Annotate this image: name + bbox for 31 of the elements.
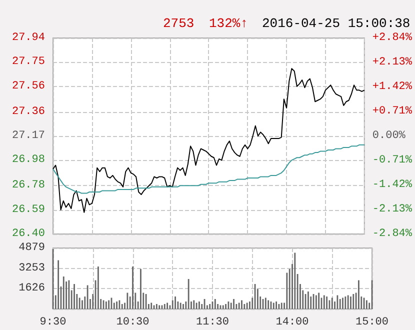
y2-tick-label: -1.42% [372, 179, 412, 191]
x-tick-label: 14:00 [276, 316, 309, 328]
line-series [52, 68, 365, 213]
y2-tick-label: +0.71% [372, 106, 412, 118]
y-tick-label: 27.36 [12, 106, 45, 118]
y2-tick-label: +2.13% [372, 56, 412, 68]
text: 132%↑ [209, 16, 248, 31]
x-tick-label: 9:30 [40, 316, 66, 328]
y-tick-label: 4879 [18, 242, 45, 254]
y-tick-label: 1626 [18, 282, 45, 295]
y-tick-label: 26.59 [12, 204, 45, 216]
y2-tick-label: +1.42% [372, 81, 412, 93]
y-tick-label: 26.78 [12, 180, 45, 192]
y2-tick-label: -2.13% [372, 204, 412, 216]
x-tick-label: 15:00 [355, 316, 389, 328]
y2-tick-label: -2.84% [372, 228, 412, 240]
y-tick-label: 3253 [18, 262, 45, 274]
y-tick-label: 26.98 [12, 154, 45, 166]
y-tick-label: 27.17 [12, 130, 45, 142]
line-series [52, 144, 365, 194]
y2-tick-label: -0.71% [372, 154, 412, 166]
y-tick-label: 27.56 [12, 80, 45, 92]
text: 2753 [163, 16, 194, 31]
y2-tick-label: +2.84% [372, 32, 412, 44]
y-tick-label: 26.40 [12, 228, 45, 240]
chart-title: 2016-04-25 15:00:38 [262, 16, 410, 31]
y-tick-label: 27.75 [12, 56, 45, 68]
y-tick-label: 27.94 [12, 32, 46, 44]
y2-tick-label: 0.00% [372, 130, 406, 142]
x-tick-label: 10:30 [116, 316, 150, 328]
x-tick-label: 11:30 [196, 316, 230, 328]
